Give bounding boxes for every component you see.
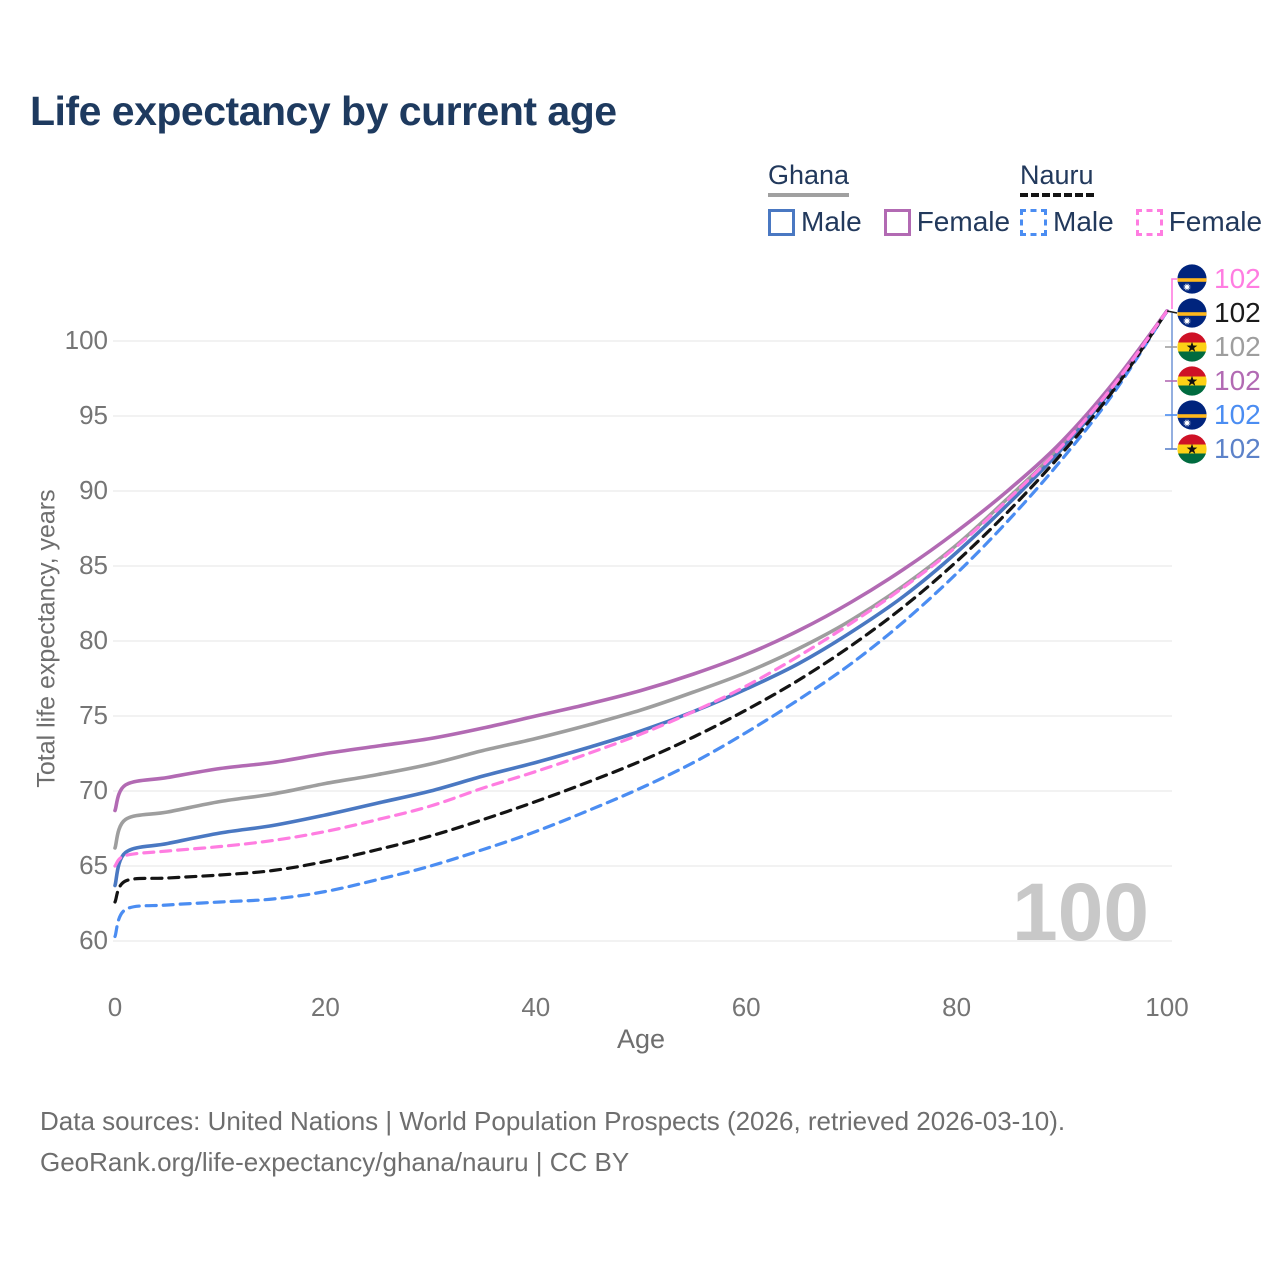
series-line-ghana-female[interactable] bbox=[113, 309, 1169, 813]
nauru-male-swatch-icon bbox=[1020, 208, 1047, 236]
series-line-nauru-female[interactable] bbox=[113, 309, 1169, 868]
legend-item-nauru-female[interactable]: Female bbox=[1135, 206, 1263, 238]
endpoint-value: 102 bbox=[1214, 297, 1261, 328]
x-tick-label: 60 bbox=[731, 992, 761, 1022]
y-tick-label: 90 bbox=[79, 475, 108, 505]
endpoint-value: 102 bbox=[1214, 433, 1261, 464]
endpoint-value: 102 bbox=[1214, 331, 1261, 362]
page-title: Life expectancy by current age bbox=[30, 88, 617, 134]
ghana-female-swatch-icon bbox=[883, 208, 911, 236]
series-line-ghana-male[interactable] bbox=[113, 309, 1169, 888]
legend-country-nauru[interactable]: Nauru bbox=[1020, 160, 1094, 197]
age-watermark: 100 bbox=[1012, 867, 1149, 958]
y-tick-label: 100 bbox=[64, 325, 108, 355]
legend-item-ghana-female[interactable]: Female bbox=[883, 206, 1011, 238]
y-tick-label: 75 bbox=[79, 700, 108, 730]
y-tick-label: 70 bbox=[79, 775, 108, 805]
endpoint-row-ghana-male: 102 bbox=[1177, 433, 1261, 465]
x-tick-label: 40 bbox=[521, 992, 551, 1022]
footer-sources: Data sources: United Nations | World Pop… bbox=[40, 1106, 1066, 1136]
legend-item-label: Female bbox=[916, 206, 1011, 237]
y-tick-label: 80 bbox=[79, 625, 108, 655]
y-tick-label: 95 bbox=[79, 400, 108, 430]
x-tick-label: 0 bbox=[107, 992, 123, 1022]
leader-line-up bbox=[1171, 278, 1177, 309]
legend-item-nauru-male[interactable]: Male bbox=[1020, 206, 1114, 238]
nauru-flag-icon bbox=[1177, 264, 1207, 294]
endpoint-row-nauru-male: 102 bbox=[1177, 399, 1261, 431]
legend-group-nauru: Nauru Male Female bbox=[1020, 160, 1262, 238]
legend-item-ghana-male[interactable]: Male bbox=[768, 206, 862, 238]
ghana-male-swatch-icon bbox=[768, 208, 795, 236]
series-line-nauru[interactable] bbox=[113, 309, 1169, 904]
legend-group-ghana: Ghana Male Female bbox=[768, 160, 1010, 238]
footer-link[interactable]: GeoRank.org/life-expectancy/ghana/nauru … bbox=[40, 1147, 630, 1177]
x-tick-label: 20 bbox=[310, 992, 340, 1022]
y-tick-label: 85 bbox=[79, 550, 108, 580]
endpoint-value: 102 bbox=[1214, 399, 1261, 430]
series-line-ghana[interactable] bbox=[113, 309, 1169, 850]
nauru-flag-icon bbox=[1177, 298, 1207, 328]
endpoint-value: 102 bbox=[1214, 263, 1261, 294]
leader-tick bbox=[1166, 310, 1178, 314]
ghana-flag-icon bbox=[1177, 332, 1207, 362]
y-tick-label: 60 bbox=[79, 925, 108, 955]
x-tick-label: 80 bbox=[942, 992, 972, 1022]
legend-item-label: Female bbox=[1168, 206, 1263, 237]
series-line-nauru-male[interactable] bbox=[113, 309, 1169, 939]
x-axis-title: Age bbox=[616, 1024, 666, 1054]
endpoint-row-nauru-female: 102 bbox=[1177, 263, 1261, 295]
footer: Data sources: United Nations | World Pop… bbox=[40, 1101, 1065, 1183]
endpoint-value: 102 bbox=[1214, 365, 1261, 396]
ghana-flag-icon bbox=[1177, 366, 1207, 396]
endpoint-row-ghana-female: 102 bbox=[1177, 365, 1261, 397]
endpoint-row-ghana: 102 bbox=[1177, 331, 1261, 363]
y-tick-label: 65 bbox=[79, 850, 108, 880]
ghana-flag-icon bbox=[1177, 434, 1207, 464]
legend-item-label: Male bbox=[1053, 206, 1114, 237]
legend-country-ghana[interactable]: Ghana bbox=[768, 160, 850, 197]
x-tick-label: 100 bbox=[1145, 992, 1189, 1022]
legend-item-label: Male bbox=[801, 206, 862, 237]
nauru-female-swatch-icon bbox=[1135, 208, 1163, 236]
nauru-flag-icon bbox=[1177, 400, 1207, 430]
endpoint-row-nauru: 102 bbox=[1177, 297, 1261, 329]
